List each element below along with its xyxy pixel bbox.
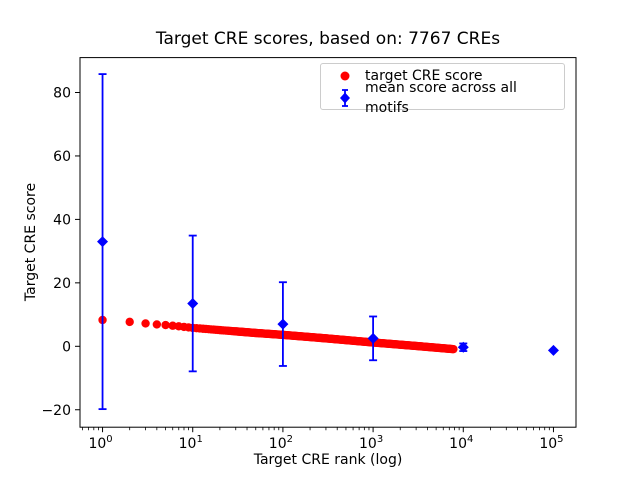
x-tick-label: 102 [269,434,293,452]
legend-label: mean score across all motifs [365,79,517,116]
data-point-mean-score [277,318,289,330]
x-tick-label: 105 [539,434,563,452]
data-point-target-score [125,317,134,327]
y-tick-label: −20 [41,403,71,419]
x-tick-label: 101 [179,434,203,452]
legend-item-target-cre-score: target CRE score [325,66,560,86]
diamond-errorbar-marker-icon [325,88,365,108]
legend: target CRE score mean score across all m… [320,63,565,116]
plot-border [79,57,577,428]
data-point-target-score [141,319,150,328]
data-point-mean-score [187,297,199,309]
data-point-target-score [161,320,170,330]
x-tick-label: 100 [88,434,112,452]
data-point-mean-score [457,341,469,353]
circle-marker-icon [325,68,365,84]
data-point-target-score [168,321,177,330]
legend-item-mean-score: mean score across all motifs [325,80,560,116]
data-point-mean-score [367,332,379,344]
chart-title: Target CRE scores, based on: 7767 CREs [155,29,501,49]
y-tick-label: 20 [53,276,71,292]
x-tick-label: 103 [359,434,383,452]
data-point-mean-score [547,344,559,356]
data-point-mean-score [97,236,109,248]
y-tick-label: 40 [53,212,71,228]
x-axis-title: Target CRE rank (log) [253,452,403,468]
y-axis-title: Target CRE score [23,182,39,302]
data-point-target-score [152,320,162,329]
data-point-target-score [449,344,458,354]
legend-label: target CRE score [365,67,483,84]
y-tick-label: 60 [53,149,71,165]
x-tick-label: 104 [449,434,473,452]
y-tick-label: 0 [62,339,71,355]
y-tick-label: 80 [53,85,71,101]
